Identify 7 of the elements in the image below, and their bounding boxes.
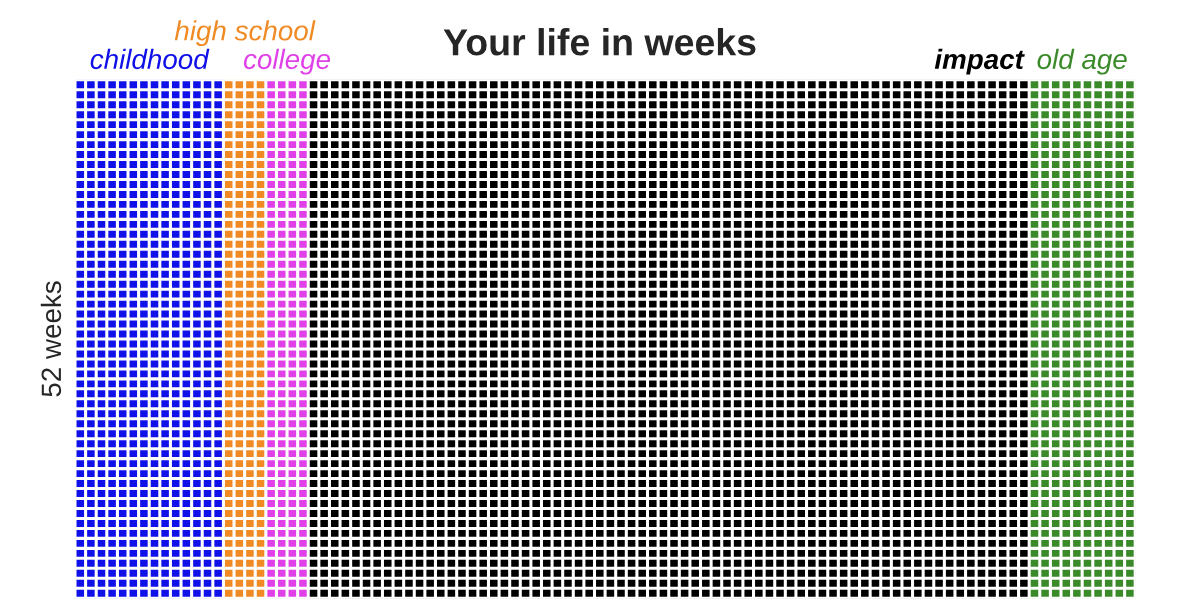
series-label: college [243,48,331,75]
series-label: childhood [90,48,210,70]
chart-title: Your life in weeks [443,28,756,56]
series-label: impact [934,48,1025,75]
series-label: old age [1037,48,1127,75]
series-label: high school [174,20,316,47]
y-axis-title: 52 weeks [40,281,62,397]
